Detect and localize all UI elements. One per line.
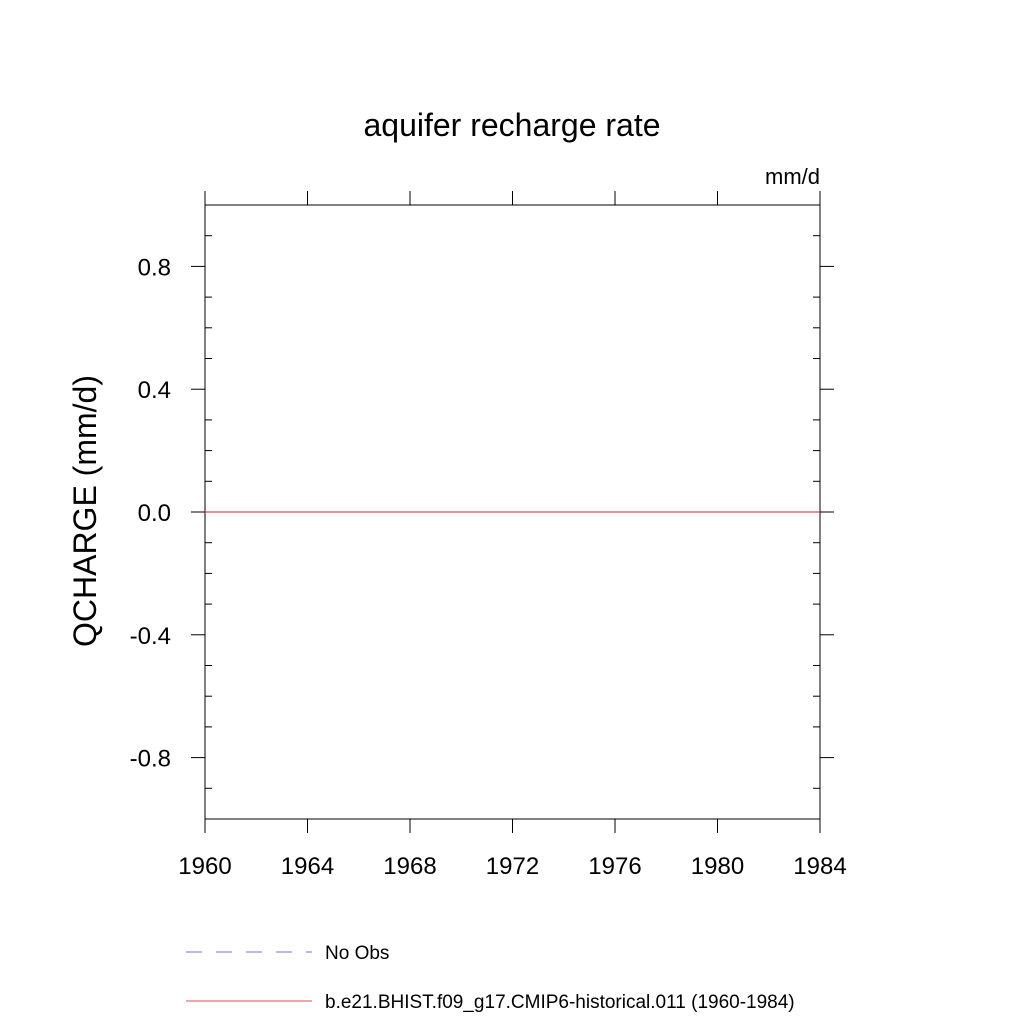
- legend-label-0: No Obs: [325, 943, 389, 964]
- chart-title: aquifer recharge rate: [363, 107, 660, 143]
- x-tick-label: 1964: [281, 853, 334, 880]
- x-tick-label: 1972: [486, 853, 539, 880]
- y-tick-label: 0.8: [138, 254, 171, 281]
- x-tick-label: 1968: [383, 853, 436, 880]
- legend: No Obs b.e21.BHIST.f09_g17.CMIP6-historic…: [186, 943, 795, 1013]
- y-tick-label: -0.8: [130, 746, 171, 773]
- units-label: mm/d: [765, 164, 820, 189]
- y-tick-label: 0.0: [138, 500, 171, 527]
- x-tick-label: 1960: [178, 853, 231, 880]
- x-tick-label: 1980: [691, 853, 744, 880]
- x-axis: 1960 1964 1968 1972 1976 1980 1984: [178, 191, 847, 880]
- y-tick-label: 0.4: [138, 377, 171, 404]
- x-tick-label: 1976: [588, 853, 641, 880]
- y-axis: 0.8 0.4 0.0 -0.4 -0.8: [130, 204, 834, 820]
- legend-label-1: b.e21.BHIST.f09_g17.CMIP6-historical.011…: [325, 992, 795, 1013]
- y-tick-label: -0.4: [130, 623, 171, 650]
- x-tick-label: 1984: [793, 853, 846, 880]
- y-axis-label: QCHARGE (mm/d): [67, 375, 103, 647]
